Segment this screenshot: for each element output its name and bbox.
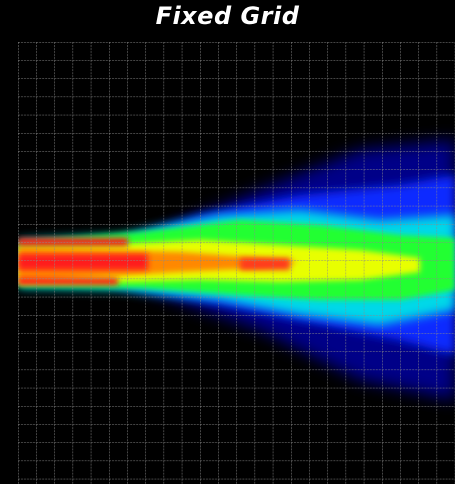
jet-field (18, 42, 455, 484)
simulation-view (0, 0, 455, 484)
page: Fixed Grid (() => { const data = JSON.pa… (0, 0, 455, 484)
grid-overlay (18, 42, 455, 484)
